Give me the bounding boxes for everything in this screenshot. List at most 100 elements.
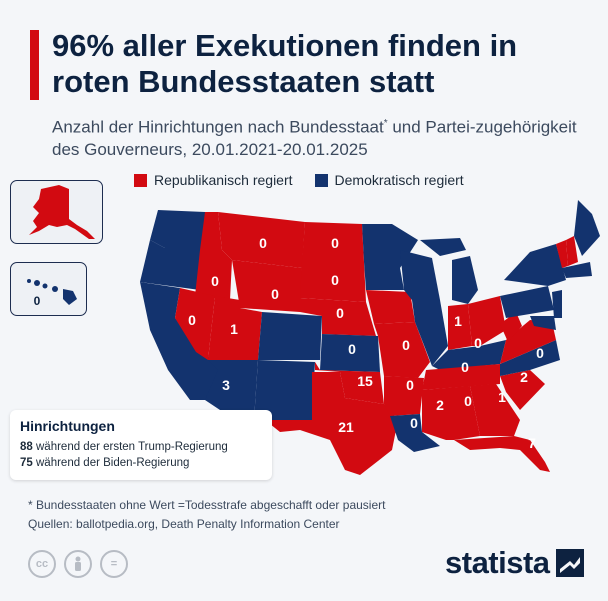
state-kansas (320, 334, 380, 372)
state-texas (265, 372, 398, 475)
state-nebraska (300, 298, 376, 336)
value-kentucky: 0 (474, 335, 482, 351)
state-south-dakota (300, 262, 366, 302)
info-text-biden: während der Biden-Regierung (32, 457, 190, 469)
state-virginia (500, 320, 556, 364)
state-iowa (366, 290, 415, 324)
state-illinois (412, 300, 448, 366)
info-line-trump: 88 während der ersten Trump-Regierung (20, 439, 262, 455)
state-michigan (452, 256, 478, 304)
value-idaho: 0 (211, 273, 219, 289)
state-new-jersey (552, 290, 562, 318)
state-arizona (205, 360, 258, 420)
state-new-mexico (254, 360, 315, 420)
brand-name: statista (445, 545, 550, 580)
value-utah: 1 (230, 321, 238, 337)
legend-item-democratic: Demokratisch regiert (314, 172, 464, 188)
info-text-trump: während der ersten Trump-Regierung (32, 441, 228, 453)
state-arkansas (384, 376, 424, 416)
person-icon[interactable] (64, 550, 92, 578)
info-title: Hinrichtungen (20, 418, 115, 434)
alaska-shape (29, 185, 95, 239)
state-wisconsin (400, 250, 440, 300)
state-pennsylvania (500, 286, 554, 318)
state-florida (454, 436, 550, 472)
state-north-dakota (302, 222, 364, 262)
alaska-map (29, 185, 95, 239)
legend-swatch-democratic (314, 173, 328, 187)
value-nevada: 0 (188, 312, 196, 328)
state-missouri (374, 322, 430, 378)
equals-icon[interactable]: = (100, 550, 128, 578)
hawaii-map: 0 (27, 279, 77, 308)
state-maryland (530, 316, 556, 330)
state-oklahoma (315, 362, 384, 404)
state-georgia (470, 384, 520, 436)
state-ohio (468, 296, 506, 346)
value-alabama: 0 (464, 393, 472, 409)
value-montana: 0 (259, 235, 267, 251)
value-south-carolina: 2 (520, 369, 528, 385)
equals-label: = (110, 558, 118, 570)
value-arizona: 3 (222, 377, 230, 393)
subtitle-text: Anzahl der Hinrichtungen nach Bundesstaa… (52, 117, 384, 137)
legend-item-republican: Republikanisch regiert (134, 172, 293, 188)
value-texas: 21 (338, 419, 354, 435)
legend-label-republican: Republikanisch regiert (154, 172, 293, 188)
state-tennessee (422, 364, 500, 390)
sources: Quellen: ballotpedia.org, Death Penalty … (28, 517, 340, 531)
cc-icon[interactable]: cc (28, 550, 56, 578)
value-louisiana: 0 (410, 415, 418, 431)
state-west-virginia (500, 312, 522, 342)
subtitle-text-continued: und Partei-zugehörigkeit des Gouverneurs… (52, 117, 577, 159)
state-maine (574, 200, 600, 256)
state-wyoming (232, 260, 302, 312)
state-new-york (504, 244, 566, 286)
state-utah (208, 296, 262, 360)
alaska-inset (10, 180, 103, 244)
value-south-dakota: 0 (331, 272, 339, 288)
state-montana (218, 212, 305, 268)
value-missouri: 0 (402, 337, 410, 353)
value-wyoming: 0 (271, 286, 279, 302)
state-massachusetts (562, 262, 592, 278)
info-line-biden: 75 während der Biden-Regierung (20, 455, 262, 471)
subtitle-footnote-mark: * (383, 118, 388, 129)
hawaii-value: 0 (34, 294, 41, 308)
page-title: 96% aller Exekutionen finden in roten Bu… (52, 28, 518, 99)
state-minnesota (362, 224, 418, 290)
title-accent-bar (30, 30, 39, 100)
value-kansas: 0 (348, 341, 356, 357)
value-tennessee: 0 (461, 359, 469, 375)
state-north-carolina (500, 340, 560, 376)
value-florida: 7 (528, 435, 536, 451)
value-indiana: 1 (454, 313, 462, 329)
footnote: * Bundesstaaten ohne Wert =Todesstrafe a… (28, 498, 386, 512)
info-number-trump: 88 (20, 441, 33, 453)
info-number-biden: 75 (20, 457, 33, 469)
state-mississippi (422, 388, 446, 440)
license-icons: cc = (28, 550, 128, 578)
state-oregon (140, 240, 205, 290)
info-box: Hinrichtungen 88 während der ersten Trum… (10, 410, 272, 480)
value-north-dakota: 0 (331, 235, 339, 251)
value-mississippi: 2 (436, 397, 444, 413)
statista-logo-icon (555, 549, 584, 577)
cc-label: cc (35, 558, 49, 570)
state-alabama (446, 386, 480, 440)
legend-label-democratic: Demokratisch regiert (334, 172, 464, 188)
state-nevada (175, 288, 215, 360)
state-south-carolina (500, 370, 545, 410)
value-north-carolina: 0 (536, 345, 544, 361)
value-arkansas: 0 (406, 377, 414, 393)
state-new-hampshire (566, 236, 578, 266)
brand-logo[interactable]: statista (445, 545, 584, 581)
person-glyph (75, 556, 81, 571)
state-colorado (258, 312, 322, 360)
state-washington (150, 210, 205, 248)
legend: Republikanisch regiert Demokratisch regi… (134, 172, 464, 188)
value-oklahoma: 15 (357, 373, 373, 389)
legend-swatch-republican (134, 173, 147, 187)
state-michigan-up (420, 238, 466, 256)
